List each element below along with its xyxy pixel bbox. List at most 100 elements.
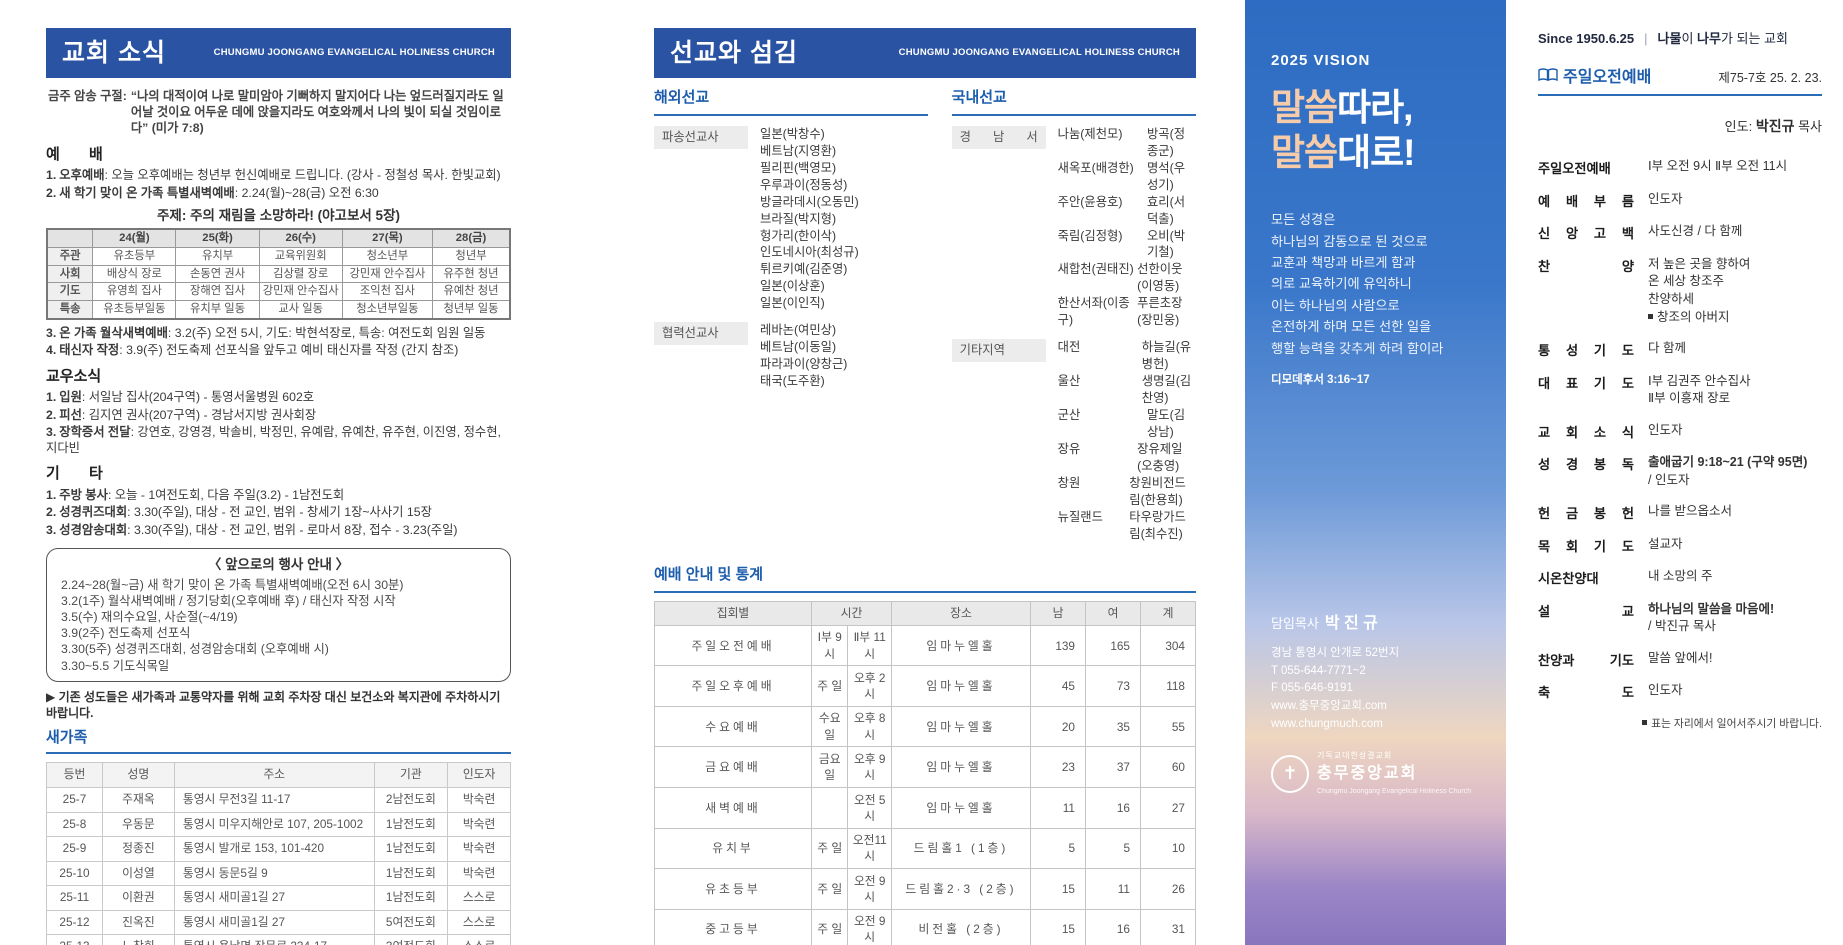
mission-pair: 군산 말도(김상남) xyxy=(1058,407,1196,441)
order-item-label: 설 교 xyxy=(1538,603,1634,619)
table-body: 주일오전예배 Ⅰ부 9시 Ⅱ부 11시 임마누엘홀 139 165 304 주일오후예배 주 일… xyxy=(654,624,1196,945)
meeting-time: 오전 9시 xyxy=(847,868,892,910)
mission-pair: 울산 생명길(김찬영) xyxy=(1058,373,1196,407)
slogan-rest2: 가 되는 교회 xyxy=(1720,31,1788,46)
mission-church-2: 방곡(정종군) xyxy=(1146,126,1186,158)
item-number: 3. xyxy=(46,424,57,439)
mission-church-1: 새합천(권태진) xyxy=(1057,262,1134,277)
worship-order-row: 찬 양 저 높은 곳을 향하여 온 세상 창조주 찬양하세 창조의 아버지 xyxy=(1538,256,1822,327)
event-line: 3.2(1주) 월삭새벽예배 / 정기당회(오후예배 후) / 태신자 작정 시… xyxy=(61,593,396,608)
mission-group: 기타지역 대전 하늘길(유병헌) 울산 생명길(김찬영) 군산 말도(김상남) 장유 장유제일(… xyxy=(951,339,1196,543)
table-head: 등번 성명 주소 기관 인도자 xyxy=(46,762,511,788)
meeting-name: 주일오전예배 xyxy=(654,624,812,667)
order-item-label: 축 도 xyxy=(1538,682,1634,701)
service-stats-table: 집회별 시간 장소 남 여 계 주일오전예배 Ⅰ부 9시 Ⅱ부 11시 임마누엘홀 139 165 30… xyxy=(654,600,1196,945)
table-cell: 25-7 xyxy=(46,786,103,813)
table-cell: 교육위원회 xyxy=(258,246,343,266)
worship-order-row: 축 도 인도자 xyxy=(1538,682,1822,701)
table-cell: 25-8 xyxy=(46,811,103,838)
missionary-item: 베트남(이동일) xyxy=(760,340,837,355)
mission-items: 레바논(여민상) 베트남(이동일) 파라과이(양창근) 태국(도주환) xyxy=(760,322,928,390)
meeting-day: 주 일 xyxy=(810,908,849,945)
mission-group: 파송선교사 일본(박창수) 베트남(지영환) 필리핀(백영모) 우루과이(정동성) 방글라… xyxy=(654,125,928,313)
table-head: 24(월) 25(화) 26(수) 27(목) 28(금) xyxy=(46,228,511,248)
list-item: 2. 성경퀴즈대회: 3.30(주일), 대상 - 전 교인, 범위 - 창세기 … xyxy=(46,504,511,520)
order-value-line: 다 함께 xyxy=(1648,341,1686,355)
table-cell: 박숙련 xyxy=(447,860,511,887)
table-cell: 특송 xyxy=(46,300,94,320)
meeting-time: 오전11시 xyxy=(847,827,892,870)
count-total: 60 xyxy=(1140,746,1196,789)
order-item-value: Ⅰ부 김권주 안수집사 Ⅱ부 이흥재 장로 xyxy=(1648,373,1822,409)
mission-church-2: 창원비전드림(한용희) xyxy=(1129,476,1186,508)
member-news-title: 교우소식 xyxy=(46,367,102,385)
item-number: 1. xyxy=(46,390,57,405)
order-item-value: 내 소망의 주 xyxy=(1648,568,1822,587)
column-header: 남 xyxy=(1030,600,1086,626)
item-number: 4. xyxy=(46,343,57,358)
vision-slogan-line2: 말씀대로! xyxy=(1271,130,1480,175)
table-cell: 유치부 일동 xyxy=(175,300,260,320)
table-cell: 유치부 xyxy=(175,246,260,266)
mission-pair: 새옥포(배경한) 명석(우성기) xyxy=(1058,160,1196,194)
meeting-place: 임마누엘홀 xyxy=(891,746,1031,789)
church-name-english: CHUNGMU JOONGANG EVANGELICAL HOLINESS CH… xyxy=(213,46,495,58)
order-value-line: 인도자 xyxy=(1648,683,1683,697)
table-cell: 유예찬 청년 xyxy=(432,282,511,302)
order-item-label: 찬 양 xyxy=(1538,258,1634,274)
count-female: 16 xyxy=(1085,787,1141,829)
order-item-value: 저 높은 곳을 향하여 온 세상 창조주 찬양하세 창조의 아버지 xyxy=(1648,256,1822,327)
order-value-line: 창조의 아버지 xyxy=(1648,309,1822,327)
overseas-missions: 해외선교 파송선교사 일본(박창수) 베트남(지영환) 필리핀(백영모) 우루과이(정동… xyxy=(654,88,928,543)
table-cell: 강민재 안수집사 xyxy=(258,282,343,302)
new-family-row: 25-13노창희통영시 용남면 장문로 234-173여전도회스스로 xyxy=(46,934,511,945)
count-male: 15 xyxy=(1030,908,1086,945)
church-website-en: www.chungmuch.com xyxy=(1271,718,1383,731)
worship-order-row: 찬양과 기도 말씀 앞에서! xyxy=(1538,650,1822,669)
table-header-row: 24(월) 25(화) 26(수) 27(목) 28(금) xyxy=(46,228,511,248)
mission-pair: 죽림(김정형) 오비(박기철) xyxy=(1058,228,1196,262)
table-cell: 2남전도회 xyxy=(373,786,449,813)
mission-items: 대전 하늘길(유병헌) 울산 생명길(김찬영) 군산 말도(김상남) 장유 장유제일(오충영)… xyxy=(1058,339,1196,543)
item-label: 온 가족 월삭새벽예배 xyxy=(59,326,168,341)
column-header: 계 xyxy=(1140,600,1196,626)
table-cell: 조익천 집사 xyxy=(341,282,434,302)
verse-label: 금주 암송 구절: xyxy=(48,89,127,103)
since-date: Since 1950.6.25 xyxy=(1538,31,1635,46)
new-family-title: 새가족 xyxy=(46,728,511,755)
count-female: 5 xyxy=(1085,827,1141,870)
item-text: : 2.24(월)~28(금) 오전 6:30 xyxy=(234,185,379,200)
table-cell: 박숙련 xyxy=(447,836,511,862)
order-value-line: 하나님의 말씀을 마음에! xyxy=(1648,601,1775,616)
table-cell: 청소년부 xyxy=(341,246,434,266)
column-header: 인도자 xyxy=(447,762,511,788)
event-line: 3.30~5.5 기도식목일 xyxy=(61,658,170,673)
mission-church-2: 타우랑가드림(최수진) xyxy=(1129,510,1186,541)
table-cell: 청년부 xyxy=(432,246,511,266)
new-family-row: 25-10 이성열 통영시 동문5길 9 1남전도회 박숙련 xyxy=(46,860,511,887)
table-cell: 사회 xyxy=(46,264,94,284)
verse-text: “나의 대적이여 나로 말미암아 기뻐하지 말지어다 나는 엎드러질지라도 일어… xyxy=(130,89,504,136)
list-item: 1. 주방 봉사: 오늘 - 1여전도회, 다음 주일(3.2) - 1남전도회 xyxy=(46,487,511,503)
item-text: : 3.2(주) 오전 5시, 기도: 박현석장로, 특송: 여전도회 임원 일… xyxy=(167,326,486,341)
church-website-kr: www.충무중앙교회.com xyxy=(1271,700,1387,713)
worship-order-row: 헌 금 봉 헌 나를 받으옵소서 xyxy=(1538,503,1822,522)
table-cell: 유주현 청년 xyxy=(432,264,511,284)
meeting-place: 드림홀1 (1층) xyxy=(891,827,1031,870)
vision-slogan-line1: 말씀따라, xyxy=(1271,85,1480,130)
item-number: 3. xyxy=(46,326,57,341)
column-header: 시간 xyxy=(811,600,892,626)
item-text: : 3.9(주) 전도축제 선포식을 앞두고 예비 태신자를 작정 (간지 참조… xyxy=(119,343,459,358)
table-cell: 주관 xyxy=(46,246,94,266)
stats-row: 유초등부 주 일 오전 9시 드림홀2·3 (2층) 15 11 26 xyxy=(654,868,1196,910)
new-family-row: 25-9 정종진 통영시 발개로 153, 101-420 1남전도회 박숙련 xyxy=(46,836,511,862)
order-item-value: 인도자 xyxy=(1648,682,1822,701)
count-total: 27 xyxy=(1140,787,1196,829)
list-item: 4. 태신자 작정: 3.9(주) 전도축제 선포식을 앞두고 예비 태신자를 작… xyxy=(46,342,511,358)
column-header: 27(목) xyxy=(341,228,434,248)
stats-row: 중고등부 주 일 오전 9시 비전홀 (2층) 15 16 31 xyxy=(654,908,1196,945)
count-female: 16 xyxy=(1085,908,1141,945)
count-male: 20 xyxy=(1030,705,1086,748)
order-item-label: 주일오전예배 xyxy=(1538,161,1611,176)
order-value-line: / 인도자 xyxy=(1648,472,1690,487)
